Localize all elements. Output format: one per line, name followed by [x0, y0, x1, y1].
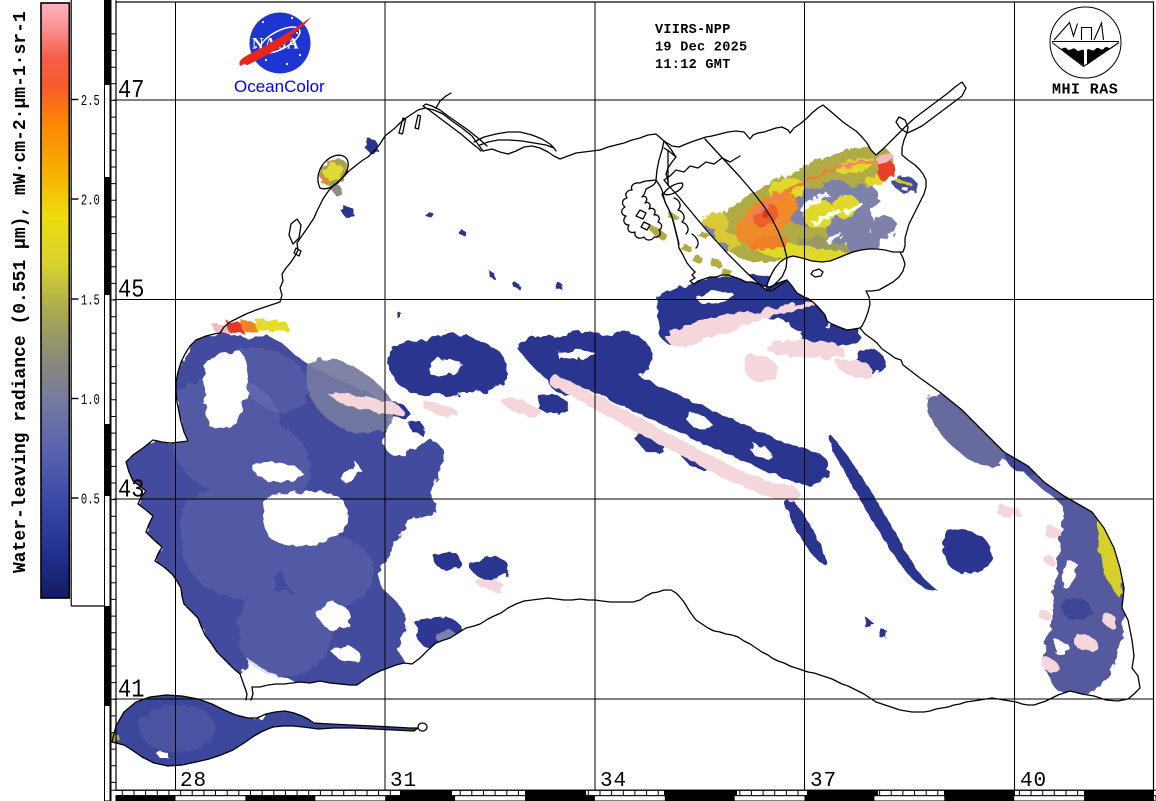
svg-text:11:12 GMT: 11:12 GMT — [655, 58, 731, 73]
svg-text:2.5: 2.5 — [81, 92, 100, 109]
svg-text:0.5: 0.5 — [81, 491, 100, 508]
svg-text:47: 47 — [118, 76, 144, 105]
svg-text:37: 37 — [810, 770, 837, 793]
svg-text:MHI RAS: MHI RAS — [1052, 82, 1118, 99]
svg-text:31: 31 — [390, 770, 417, 793]
svg-text:41: 41 — [118, 676, 144, 705]
svg-text:Water-leaving radiance (0.551: Water-leaving radiance (0.551 μm), mW·cm… — [11, 11, 31, 573]
svg-text:VIIRS-NPP: VIIRS-NPP — [655, 23, 731, 38]
svg-text:40: 40 — [1020, 770, 1047, 793]
svg-text:1.5: 1.5 — [81, 292, 100, 309]
svg-text:43: 43 — [118, 476, 144, 505]
svg-text:1.0: 1.0 — [81, 391, 100, 408]
svg-text:OceanColor: OceanColor — [234, 77, 325, 96]
svg-text:2.0: 2.0 — [81, 192, 100, 209]
svg-text:19 Dec 2025: 19 Dec 2025 — [655, 41, 747, 56]
svg-text:28: 28 — [180, 770, 207, 793]
svg-text:45: 45 — [118, 276, 144, 305]
svg-text:34: 34 — [600, 770, 627, 793]
